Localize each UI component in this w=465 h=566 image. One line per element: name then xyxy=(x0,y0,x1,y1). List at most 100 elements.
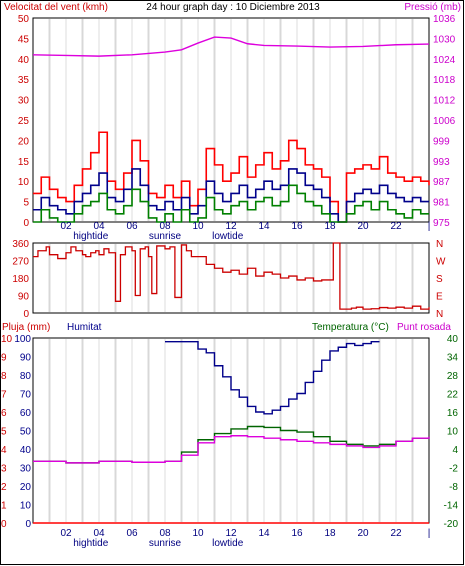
temperature-axis-label: Temperatura (°C) xyxy=(312,322,389,333)
right-tick-label: 1012 xyxy=(433,96,456,107)
x-tick-label: 14 xyxy=(258,221,270,232)
series-line xyxy=(33,184,429,223)
humidity-tick-label: 70 xyxy=(20,390,32,401)
x-tick-label: 18 xyxy=(324,528,336,539)
left-axis-label: Velocitat del vent (kmh) xyxy=(4,2,108,13)
humidity-tick-label: 60 xyxy=(20,408,32,419)
temperature-tick-label: 40 xyxy=(447,334,459,345)
x-tick-label: 12 xyxy=(225,221,237,232)
humidity-tick-label: 50 xyxy=(20,427,32,438)
temperature-tick-label: 22 xyxy=(447,390,459,401)
temperature-tick-label: 4 xyxy=(452,445,458,456)
left-tick-label: 30 xyxy=(18,96,30,107)
left-tick-label: 20 xyxy=(18,136,30,147)
left-tick-label: 90 xyxy=(18,292,30,303)
humidity-tick-label: 0 xyxy=(25,519,31,530)
x-tick-label: 16 xyxy=(291,221,303,232)
right-tick-label: 1036 xyxy=(433,14,456,25)
left-tick-label: 10 xyxy=(18,177,30,188)
humidity-axis-label: Humitat xyxy=(67,322,102,333)
series-line xyxy=(165,341,380,415)
x-sublabel: hightide xyxy=(73,538,108,549)
left-tick-label: 50 xyxy=(18,14,30,25)
series-line xyxy=(33,242,430,310)
x-tick-label: 10 xyxy=(192,528,204,539)
left-tick-label: 15 xyxy=(18,157,30,168)
rain-axis-label: Pluja (mm) xyxy=(2,322,50,333)
temperature-tick-label: -20 xyxy=(444,519,459,530)
x-sublabel: sunrise xyxy=(149,231,182,242)
x-tick-label: 22 xyxy=(390,221,402,232)
temperature-tick-label: 10 xyxy=(447,427,459,438)
x-tick-label: 12 xyxy=(225,528,237,539)
dewpoint-axis-label: Punt rosada xyxy=(397,322,451,333)
right-tick-label: 975 xyxy=(433,218,450,229)
right-axis-label: Pressió (mb) xyxy=(404,2,461,13)
left-tick-label: 360 xyxy=(12,239,29,250)
temperature-tick-label: -2 xyxy=(449,464,458,475)
x-tick-label: 20 xyxy=(357,528,369,539)
chart-title: 24 hour graph day : 10 Diciembre 2013 xyxy=(146,2,320,13)
x-sublabel: sunrise xyxy=(149,538,182,549)
rain-tick-label: 3 xyxy=(1,464,7,475)
humidity-tick-label: 100 xyxy=(14,334,31,345)
rain-tick-label: 5 xyxy=(1,427,7,438)
x-tick-label: 02 xyxy=(60,528,72,539)
right-tick-label: 1024 xyxy=(433,55,456,66)
humidity-tick-label: 80 xyxy=(20,371,32,382)
compass-label: N xyxy=(436,239,443,250)
rain-tick-label: 4 xyxy=(1,445,7,456)
humidity-tick-label: 20 xyxy=(20,482,32,493)
left-tick-label: 45 xyxy=(18,34,30,45)
series-line xyxy=(32,36,430,57)
rain-tick-label: 10 xyxy=(1,334,13,345)
temperature-tick-label: -8 xyxy=(449,482,458,493)
x-tick-label: 04 xyxy=(93,221,105,232)
compass-label: E xyxy=(436,292,443,303)
right-tick-label: 1018 xyxy=(433,75,456,86)
x-tick-label: 06 xyxy=(126,221,138,232)
x-tick-label: 20 xyxy=(357,221,369,232)
x-tick-label: 18 xyxy=(324,221,336,232)
x-tick-label: 02 xyxy=(60,221,72,232)
left-tick-label: 0 xyxy=(23,309,29,320)
compass-label: S xyxy=(436,274,443,285)
x-tick-label: 08 xyxy=(159,221,171,232)
x-tick-label: | xyxy=(428,528,431,539)
x-tick-label: 16 xyxy=(291,528,303,539)
right-tick-label: 993 xyxy=(433,157,450,168)
humidity-tick-label: 40 xyxy=(20,445,32,456)
left-tick-label: 270 xyxy=(12,257,29,268)
rain-tick-label: 0 xyxy=(1,519,7,530)
temperature-tick-label: 34 xyxy=(447,353,459,364)
series-line xyxy=(33,131,430,223)
temperature-tick-label: 16 xyxy=(447,408,459,419)
rain-tick-label: 7 xyxy=(1,390,7,401)
x-tick-label: 08 xyxy=(159,528,171,539)
compass-label: N xyxy=(436,309,443,320)
humidity-tick-label: 10 xyxy=(20,501,32,512)
x-tick-label: | xyxy=(428,221,431,232)
humidity-tick-label: 30 xyxy=(20,464,32,475)
right-tick-label: 999 xyxy=(433,136,450,147)
x-tick-label: 10 xyxy=(192,221,204,232)
left-tick-label: 0 xyxy=(23,218,29,229)
left-tick-label: 5 xyxy=(23,198,29,209)
right-tick-label: 981 xyxy=(433,198,450,209)
x-sublabel: lowtide xyxy=(212,538,244,549)
rain-tick-label: 6 xyxy=(1,408,7,419)
rain-tick-label: 9 xyxy=(1,353,7,364)
left-tick-label: 25 xyxy=(18,116,30,127)
temperature-tick-label: 28 xyxy=(447,371,459,382)
series-line xyxy=(33,168,429,223)
right-tick-label: 1030 xyxy=(433,34,456,45)
right-tick-label: 1006 xyxy=(433,116,456,127)
series-line xyxy=(33,435,430,464)
right-tick-label: 987 xyxy=(433,177,450,188)
left-tick-label: 40 xyxy=(18,55,30,66)
x-tick-label: 22 xyxy=(390,528,402,539)
rain-tick-label: 1 xyxy=(1,501,7,512)
rain-tick-label: 8 xyxy=(1,371,7,382)
